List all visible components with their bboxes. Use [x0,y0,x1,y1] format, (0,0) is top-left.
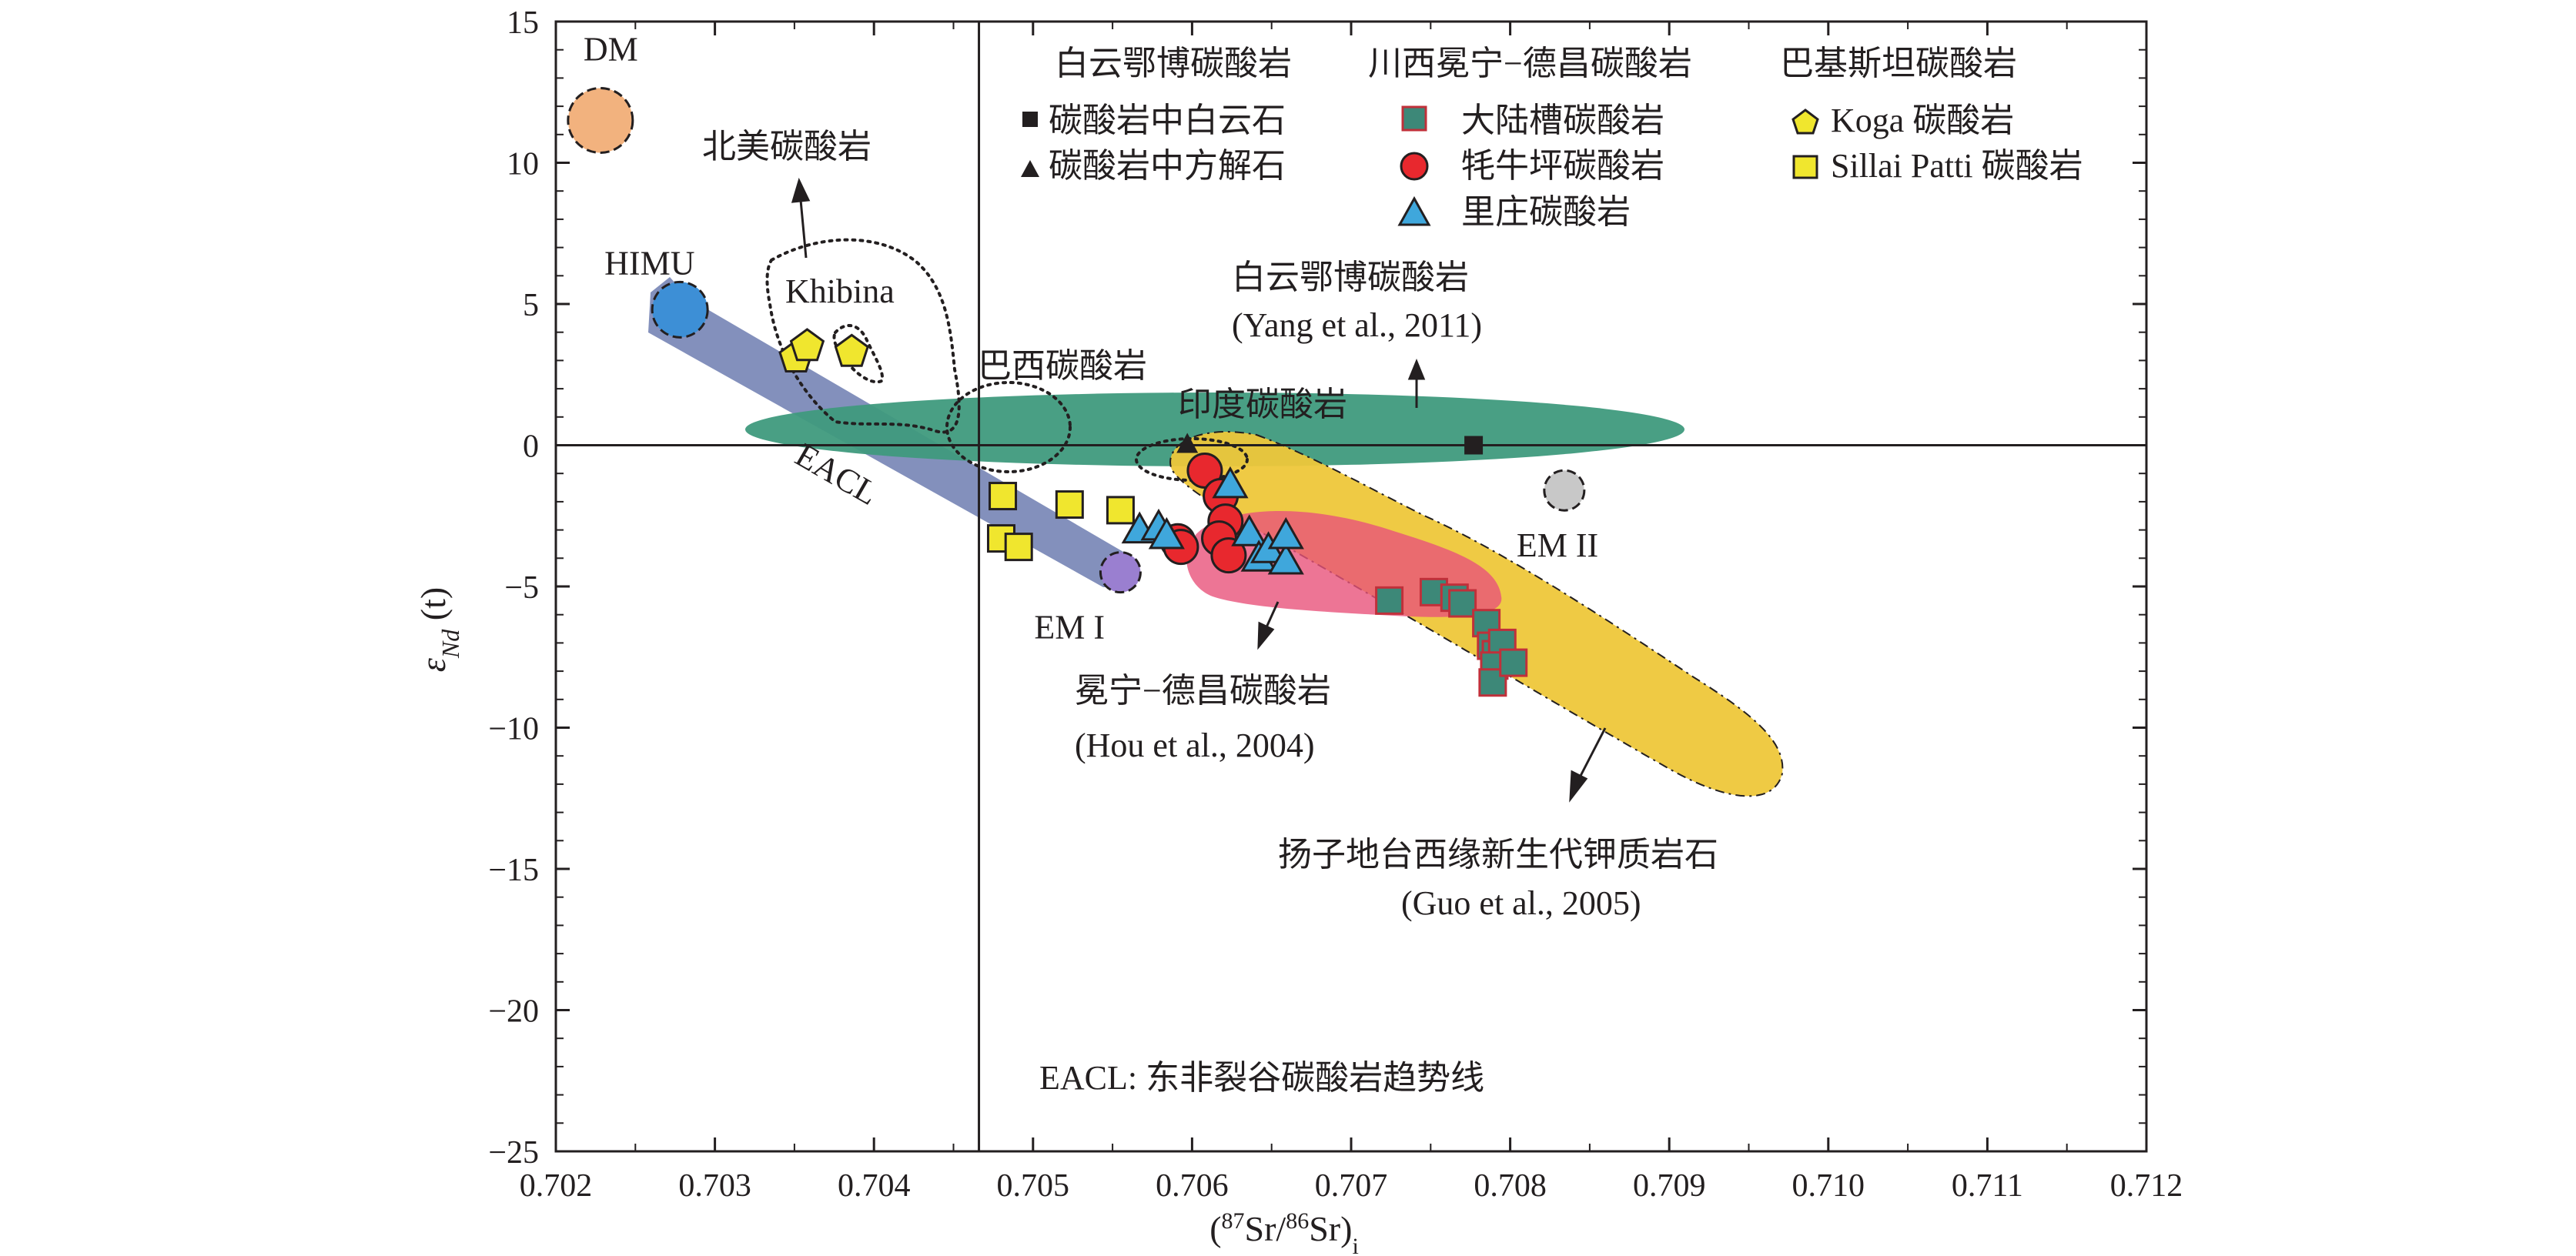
brazil-outline [945,381,1072,473]
y-tick-label: 15 [507,5,539,41]
x-tick-label: 0.709 [1633,1168,1706,1204]
label-bayan-obo-ref: (Yang et al., 2011) [1232,306,1482,344]
x-tick-label: 0.702 [520,1168,593,1204]
mianning-arrow [1257,601,1280,650]
legend-header-pakistan: 巴基斯坦碳酸岩 [1780,45,2017,82]
end-member-label-himu: HIMU [604,244,694,282]
legend-item-daluocao: 大陆槽碳酸岩 [1401,102,1664,139]
y-tick-label: 5 [523,288,539,323]
bayan-obo-arrow [1407,359,1426,408]
legend-item-dolomite: 碳酸岩中白云石 [1022,102,1286,139]
legend-label-lizhuang: 里庄碳酸岩 [1461,193,1631,231]
point-series-2-0 [1375,586,1404,615]
label-mianning-ref: (Hou et al., 2004) [1075,727,1315,764]
annotations-layer: 北美碳酸岩 Khibina 巴西碳酸岩 印度碳酸岩 EACL 白云鄂博碳酸岩 (… [702,128,1718,1097]
legend-label-dolomite: 碳酸岩中白云石 [1049,102,1286,139]
x-tick-label: 0.705 [997,1168,1070,1204]
y-axis-title: εNd (t) [413,587,464,672]
point-series-4-3 [1148,516,1185,550]
legend-item-calcite: 碳酸岩中方解石 [1021,147,1286,185]
legend-marker-daluocao [1401,105,1427,132]
x-tick-label: 0.704 [838,1168,911,1204]
point-series-2-3 [1448,589,1477,618]
end-members-layer: DM HIMU EM I EM II [567,30,1598,646]
legend-marker-sillai-patti [1792,155,1818,179]
end-member-himu [651,280,709,339]
point-series-3-4 [1210,537,1247,574]
end-member-label-dm: DM [584,30,638,68]
legend-item-lizhuang: 里庄碳酸岩 [1397,193,1631,231]
legend-label-daluocao: 大陆槽碳酸岩 [1461,102,1664,139]
point-series-1-0 [1176,433,1199,453]
y-tick-label: −5 [504,570,539,606]
point-series-2-10 [1499,648,1528,677]
legend-marker-dolomite [1022,112,1038,127]
label-yangtze-title: 扬子地台西缘新生代钾质岩石 [1278,836,1718,874]
label-north-america: 北美碳酸岩 [702,128,871,165]
legend: 白云鄂博碳酸岩 川西冕宁−德昌碳酸岩 巴基斯坦碳酸岩 碳酸岩中白云石 碳酸岩中方… [1021,45,2083,231]
y-tick-label: −10 [488,712,539,747]
label-brazil: 巴西碳酸岩 [978,347,1147,385]
x-tick-label: 0.711 [1952,1168,2023,1204]
point-series-6-0 [989,482,1018,511]
legend-marker-koga [1791,109,1819,135]
x-tick-label: 0.703 [678,1168,751,1204]
x-tick-label: 0.712 [2110,1168,2183,1204]
legend-marker-calcite [1021,160,1039,177]
yangtze-arrow [1569,727,1607,803]
point-series-4-4 [1231,514,1268,546]
x-tick-label: 0.707 [1315,1168,1388,1204]
legend-item-sillai-patti: Sillai Patti 碳酸岩 [1792,147,2083,185]
label-bayan-obo-title: 白云鄂博碳酸岩 [1232,259,1469,296]
end-member-label-em-ii: EM II [1517,526,1598,564]
legend-marker-maoniuping [1400,152,1429,181]
point-series-4-0 [1212,466,1249,499]
x-axis-title: (87Sr/86Sr)i [1209,1208,1359,1256]
label-mianning-title: 冕宁−德昌碳酸岩 [1075,672,1331,710]
legend-header-bayan-obo: 白云鄂博碳酸岩 [1055,45,1292,82]
legend-label-sillai-patti: Sillai Patti 碳酸岩 [1831,147,2083,185]
y-tick-label: −25 [488,1135,539,1171]
label-india: 印度碳酸岩 [1178,386,1347,423]
legend-label-calcite: 碳酸岩中方解石 [1049,147,1286,185]
legend-header-chuanxi: 川西冕宁−德昌碳酸岩 [1368,45,1692,82]
point-series-0-0 [1464,436,1484,455]
north-america-arrow [791,177,811,259]
points-layer [778,328,1528,697]
y-tick-label: −20 [488,994,539,1030]
x-tick-label: 0.710 [1792,1168,1865,1204]
legend-label-maoniuping: 牦牛坪碳酸岩 [1461,147,1664,185]
end-member-label-em-i: EM I [1034,609,1105,646]
arrows-layer [791,177,1607,803]
x-tick-label: 0.706 [1156,1168,1229,1204]
y-tick-label: 10 [507,147,539,182]
y-tick-label: 0 [523,429,539,465]
point-series-6-3 [1055,490,1084,519]
legend-item-koga: Koga 碳酸岩 [1791,102,2014,139]
y-tick-label: −15 [488,853,539,888]
legend-item-maoniuping: 牦牛坪碳酸岩 [1400,147,1664,185]
point-series-6-2 [1004,533,1033,562]
legend-label-koga: Koga 碳酸岩 [1831,102,2014,139]
end-member-em-ii [1543,469,1586,512]
end-member-em-i [1099,551,1142,594]
point-series-6-4 [1106,496,1135,525]
point-series-5-2 [834,333,869,367]
label-yangtze-ref: (Guo et al., 2005) [1401,884,1641,922]
label-khibina: Khibina [785,272,895,310]
point-series-5-1 [789,328,825,362]
footnote: EACL: 东非裂谷碳酸岩趋势线 [1039,1059,1484,1097]
point-series-4-8 [1267,516,1304,550]
point-series-4-7 [1267,542,1304,575]
axes-layer: 0.702 0.703 0.704 0.705 0.706 0.707 0.708 0.709… [488,5,2183,1204]
legend-marker-lizhuang [1397,195,1431,226]
x-tick-label: 0.708 [1474,1168,1547,1204]
end-member-dm [567,86,634,154]
